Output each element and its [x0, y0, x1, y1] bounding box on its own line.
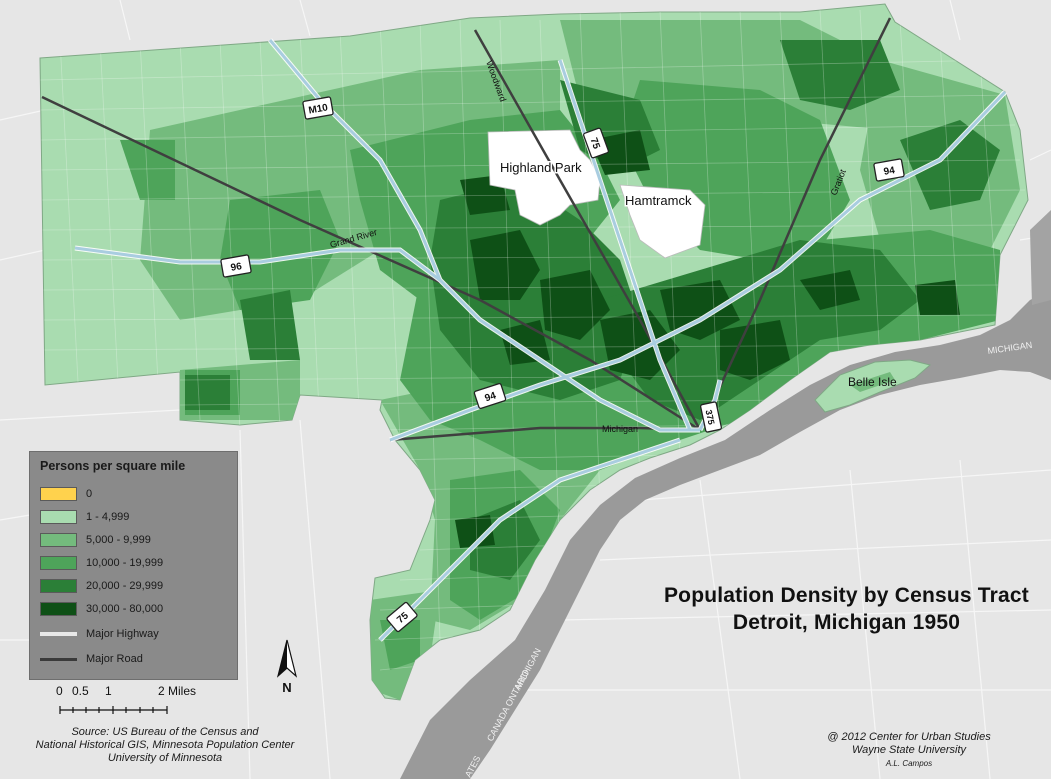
highway-i75-south: [378, 438, 681, 642]
scale-tick-half: 0.5: [72, 684, 89, 698]
credit-line3: A.L. Campos: [885, 759, 933, 768]
legend-swatch: [40, 487, 77, 501]
credit-line2: Wayne State University: [851, 744, 967, 756]
legend-label: 1 - 4,999: [86, 511, 130, 523]
legend-label: 10,000 - 19,999: [86, 557, 164, 569]
detroit-river: [400, 290, 1051, 779]
legend-label: Major Road: [86, 653, 143, 665]
legend-swatch: [40, 533, 77, 547]
highway-m10: [268, 39, 442, 281]
legend-swatch: [40, 579, 77, 593]
shield-i96: 96: [220, 254, 252, 278]
svg-text:75: 75: [588, 136, 602, 151]
label-hamtramck: Hamtramck: [625, 193, 692, 208]
label-highland-park: Highland Park: [500, 160, 582, 175]
shield-m10: M10: [302, 96, 334, 120]
highway-i75-north: [558, 59, 692, 431]
legend-item-5: 30,000 - 80,000: [40, 601, 163, 617]
legend-item-highway: Major Highway: [40, 626, 159, 642]
scale-bar: 0 0.5 1 2 Miles: [56, 684, 206, 724]
legend-item-4: 20,000 - 29,999: [40, 578, 163, 594]
north-arrow: N: [272, 638, 302, 696]
legend-item-road: Major Road: [40, 651, 143, 667]
shield-i375: 375: [699, 401, 723, 433]
road-grand-river: [41, 95, 701, 432]
legend-label: 30,000 - 80,000: [86, 603, 164, 615]
map-legend: Persons per square mile 0 1 - 4,999 5,00…: [29, 451, 238, 680]
svg-text:94: 94: [883, 165, 896, 178]
legend-line-swatch: [40, 632, 77, 636]
credit-line1: @ 2012 Center for Urban Studies: [827, 731, 991, 743]
north-letter: N: [282, 680, 291, 695]
road-gratiot: [698, 17, 892, 431]
map-title: Population Density by Census Tract Detro…: [664, 582, 1029, 636]
hamtramck-area: [619, 184, 706, 259]
scale-tick-2: 2 Miles: [158, 684, 197, 698]
legend-label: 0: [86, 488, 93, 500]
source-line1: Source: US Bureau of the Census and: [71, 726, 259, 738]
scale-tick-1: 1: [105, 684, 112, 698]
credit-note: @ 2012 Center for Urban Studies Wayne St…: [789, 731, 1029, 770]
road-woodward: [473, 29, 702, 431]
legend-item-0: 0: [40, 486, 92, 502]
legend-label: 20,000 - 29,999: [86, 580, 164, 592]
lake-water: [1030, 210, 1051, 305]
scale-tick-0: 0: [56, 684, 63, 698]
label-belle-isle: Belle Isle: [848, 375, 897, 389]
legend-item-2: 5,000 - 9,999: [40, 532, 151, 548]
density-tracts: [40, 9, 1026, 700]
source-note: Source: US Bureau of the Census and Nati…: [6, 726, 324, 765]
svg-text:96: 96: [230, 261, 243, 274]
shield-i75-south: 75: [386, 601, 418, 633]
shield-i75-north: 75: [583, 127, 609, 159]
highway-shields: M10 75 94 96 94 375 75: [220, 96, 905, 633]
svg-text:94: 94: [483, 390, 497, 404]
source-line2: National Historical GIS, Minnesota Popul…: [35, 739, 295, 751]
label-michigan-ave: Michigan: [602, 424, 638, 434]
svg-text:M10: M10: [308, 102, 329, 116]
legend-line-swatch: [40, 657, 77, 661]
legend-label: 5,000 - 9,999: [86, 534, 151, 546]
map-title-line1: Population Density by Census Tract: [663, 584, 1029, 607]
shield-i94-east: 94: [873, 158, 905, 182]
svg-text:375: 375: [704, 409, 717, 426]
shield-i94-center: 94: [473, 382, 507, 410]
legend-swatch: [40, 510, 77, 524]
source-line3: University of Minnesota: [107, 752, 223, 764]
legend-item-3: 10,000 - 19,999: [40, 555, 163, 571]
legend-swatch: [40, 602, 77, 616]
legend-label: Major Highway: [86, 628, 159, 640]
legend-title: Persons per square mile: [40, 459, 186, 473]
legend-item-1: 1 - 4,999: [40, 509, 129, 525]
map-title-line2: Detroit, Michigan 1950: [732, 611, 961, 634]
legend-swatch: [40, 556, 77, 570]
